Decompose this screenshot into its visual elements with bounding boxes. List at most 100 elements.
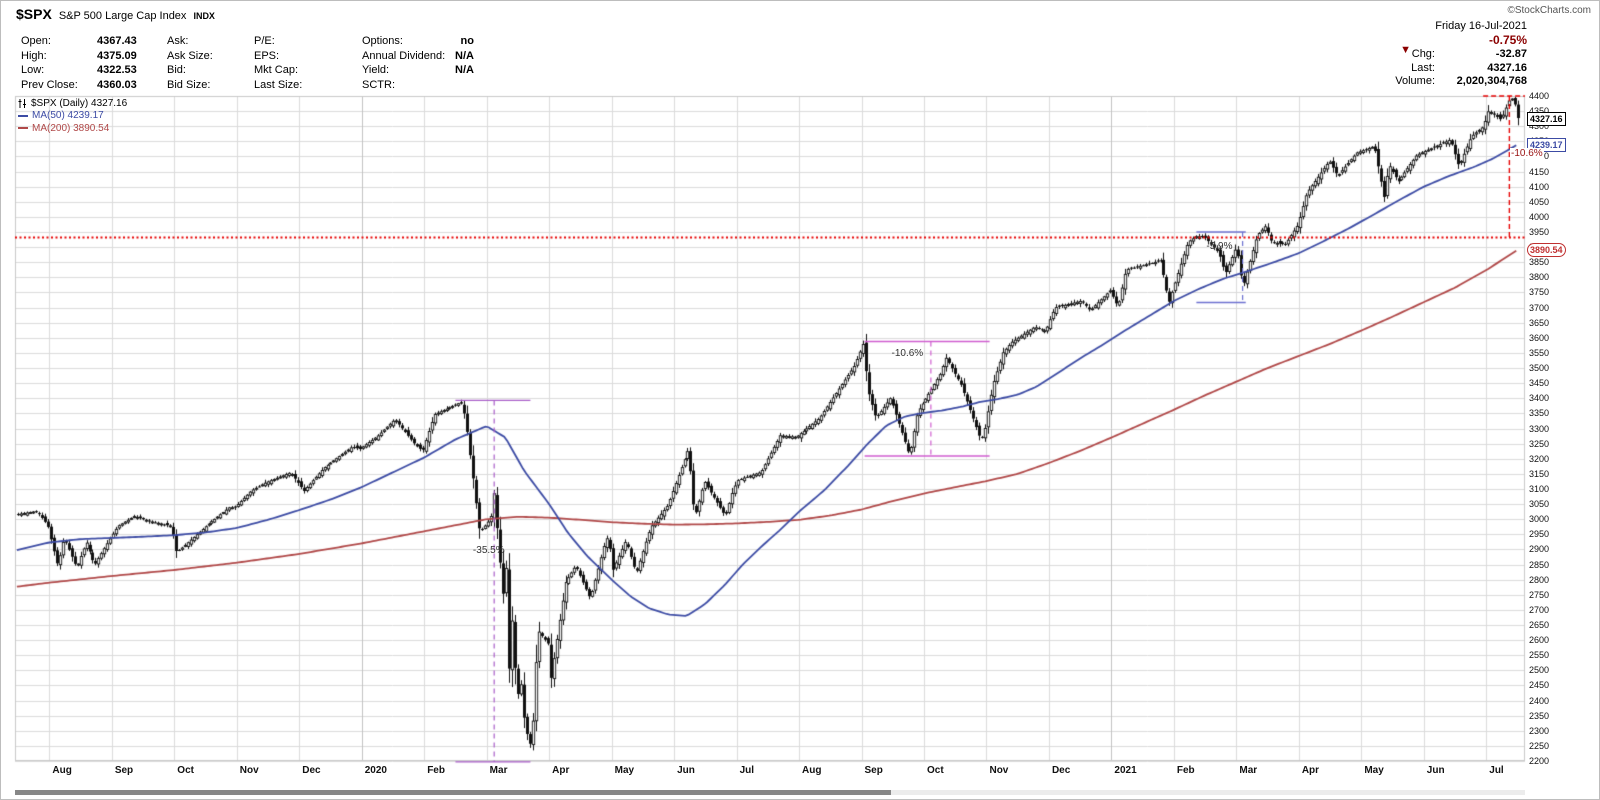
scrollbar-thumb[interactable] [15, 790, 891, 795]
title-bar: $SPX S&P 500 Large Cap Index INDX [16, 6, 215, 22]
quote-row: P/E: [254, 34, 362, 49]
change-label: Volume: [1395, 75, 1435, 87]
quote-label: Yield: [362, 64, 390, 76]
x-axis-label: 2020 [364, 765, 387, 776]
quote-label: SCTR: [362, 78, 395, 91]
annotation-label: -5.9% [1206, 241, 1233, 253]
quote-row: Ask: [167, 34, 254, 49]
x-axis-label: Dec [1051, 765, 1071, 776]
y-axis-label: 3750 [1529, 287, 1550, 298]
exchange-tag: INDX [193, 11, 215, 21]
x-axis-label: Sep [114, 765, 134, 776]
index-name: S&P 500 Large Cap Index [58, 10, 187, 22]
y-axis-label: 3300 [1529, 423, 1550, 434]
change-value: -32.87 [1495, 48, 1527, 60]
change-label: Chg: [1411, 48, 1435, 60]
annotation-label: -10.6% [1510, 148, 1544, 160]
x-axis-label: 2021 [1114, 765, 1137, 776]
quote-label: Annual Dividend: [362, 49, 446, 62]
change-value: 2,020,304,768 [1456, 75, 1527, 87]
y-axis-label: 2300 [1529, 725, 1550, 736]
x-axis-label: May [614, 765, 635, 776]
y-axis-label: 4100 [1529, 181, 1550, 192]
y-axis-label: 3700 [1529, 302, 1550, 313]
y-axis-label: 3200 [1529, 453, 1550, 464]
quote-column-3: P/E: EPS: Mkt Cap: Last Size: [254, 34, 362, 92]
y-axis-label: 3650 [1529, 317, 1550, 328]
quote-label: Ask Size: [167, 49, 213, 62]
quote-row: Prev Close: 4360.03 [21, 78, 167, 93]
down-arrow-icon: ▼ [1400, 44, 1411, 56]
y-axis-label: 3550 [1529, 347, 1550, 358]
bottom-scrollbar[interactable] [15, 790, 1525, 795]
quote-row: Low: 4322.53 [21, 63, 167, 78]
y-axis-label: 4000 [1529, 211, 1550, 222]
quote-label: P/E: [254, 35, 275, 47]
x-axis-label: Oct [926, 765, 944, 776]
y-axis-label: 3000 [1529, 514, 1550, 525]
change-row: Last: 4327.16 [1395, 62, 1527, 76]
y-axis-label: 3400 [1529, 393, 1550, 404]
x-axis-label: Mar [489, 765, 508, 776]
quote-label: Bid: [167, 64, 186, 76]
y-axis-label: 3350 [1529, 408, 1550, 419]
y-axis-label: 4050 [1529, 196, 1550, 207]
x-axis-label: Jul [739, 765, 755, 776]
x-axis-label: Apr [1301, 765, 1320, 776]
price-tag-red: 3890.54 [1527, 243, 1566, 258]
y-axis-label: 2950 [1529, 529, 1550, 540]
x-axis-label: Feb [427, 765, 445, 776]
symbol: $SPX [16, 6, 52, 22]
x-axis-label: Dec [302, 765, 321, 776]
y-axis-label: 3150 [1529, 468, 1550, 479]
y-axis-label: 4350 [1529, 106, 1549, 116]
quote-value: no [460, 35, 474, 47]
quote-row: High: 4375.09 [21, 49, 167, 64]
sharpchart-icon [18, 98, 27, 109]
y-axis-label: 3800 [1529, 272, 1550, 283]
quote-row: Options: no [362, 34, 474, 49]
quote-row: SCTR: [362, 78, 474, 93]
quote-column-1: Open: 4367.43 High: 4375.09 Low: 4322.53 Prev … [21, 34, 167, 92]
change-value: 4327.16 [1487, 61, 1527, 74]
quote-row: Open: 4367.43 [21, 34, 167, 49]
y-axis-label: 2900 [1529, 544, 1550, 555]
y-axis-label: 3100 [1529, 483, 1550, 494]
y-axis-label: 2500 [1529, 665, 1550, 676]
x-axis-label: Jun [677, 765, 695, 776]
x-axis-label: May [1364, 765, 1384, 776]
y-axis-label: 2600 [1529, 635, 1550, 646]
y-axis-label: 2550 [1529, 650, 1550, 661]
quote-label: Open: [21, 35, 51, 47]
legend-main: $SPX (Daily) 4327.16 [31, 97, 128, 109]
quote-row: Annual Dividend: N/A [362, 49, 474, 64]
quote-label: Options: [362, 35, 403, 47]
quote-row: Mkt Cap: [254, 63, 362, 78]
legend-ma200: MA(200) 3890.54 [32, 122, 110, 134]
percent-change: -0.75% [1488, 33, 1527, 47]
x-axis-label: Nov [989, 765, 1009, 776]
quote-row: Last Size: [254, 78, 362, 93]
legend-row-main: $SPX (Daily) 4327.16 [18, 97, 127, 110]
y-axis-label: 3250 [1529, 438, 1550, 449]
y-axis-label: 4300 [1529, 121, 1550, 132]
quote-date: Friday 16-Jul-2021 [1435, 20, 1527, 32]
x-axis-label: Jun [1426, 765, 1445, 776]
change-row: Volume: 2,020,304,768 [1395, 75, 1527, 89]
change-rows: Chg: -32.87 Last: 4327.16 Volume: 2,020,304,7… [1395, 48, 1527, 89]
legend-ma50: MA(50) 4239.17 [32, 110, 104, 122]
quote-row: EPS: [254, 49, 362, 64]
change-panel: -0.75% Chg: -32.87 Last: 4327.16 Volume: 2,02… [1395, 34, 1527, 89]
change-row: Chg: -32.87 [1395, 48, 1527, 62]
y-axis-label: 2200 [1529, 756, 1550, 766]
quote-row: Yield: N/A [362, 63, 474, 78]
x-axis-label: Jul [1489, 765, 1504, 776]
quote-value: N/A [455, 49, 474, 62]
ma200-swatch [18, 127, 28, 130]
x-axis-label: Aug [52, 765, 72, 776]
quote-row: Bid Size: [167, 78, 254, 93]
quote-label: Mkt Cap: [254, 64, 299, 76]
quote-row: Ask Size: [167, 49, 254, 64]
